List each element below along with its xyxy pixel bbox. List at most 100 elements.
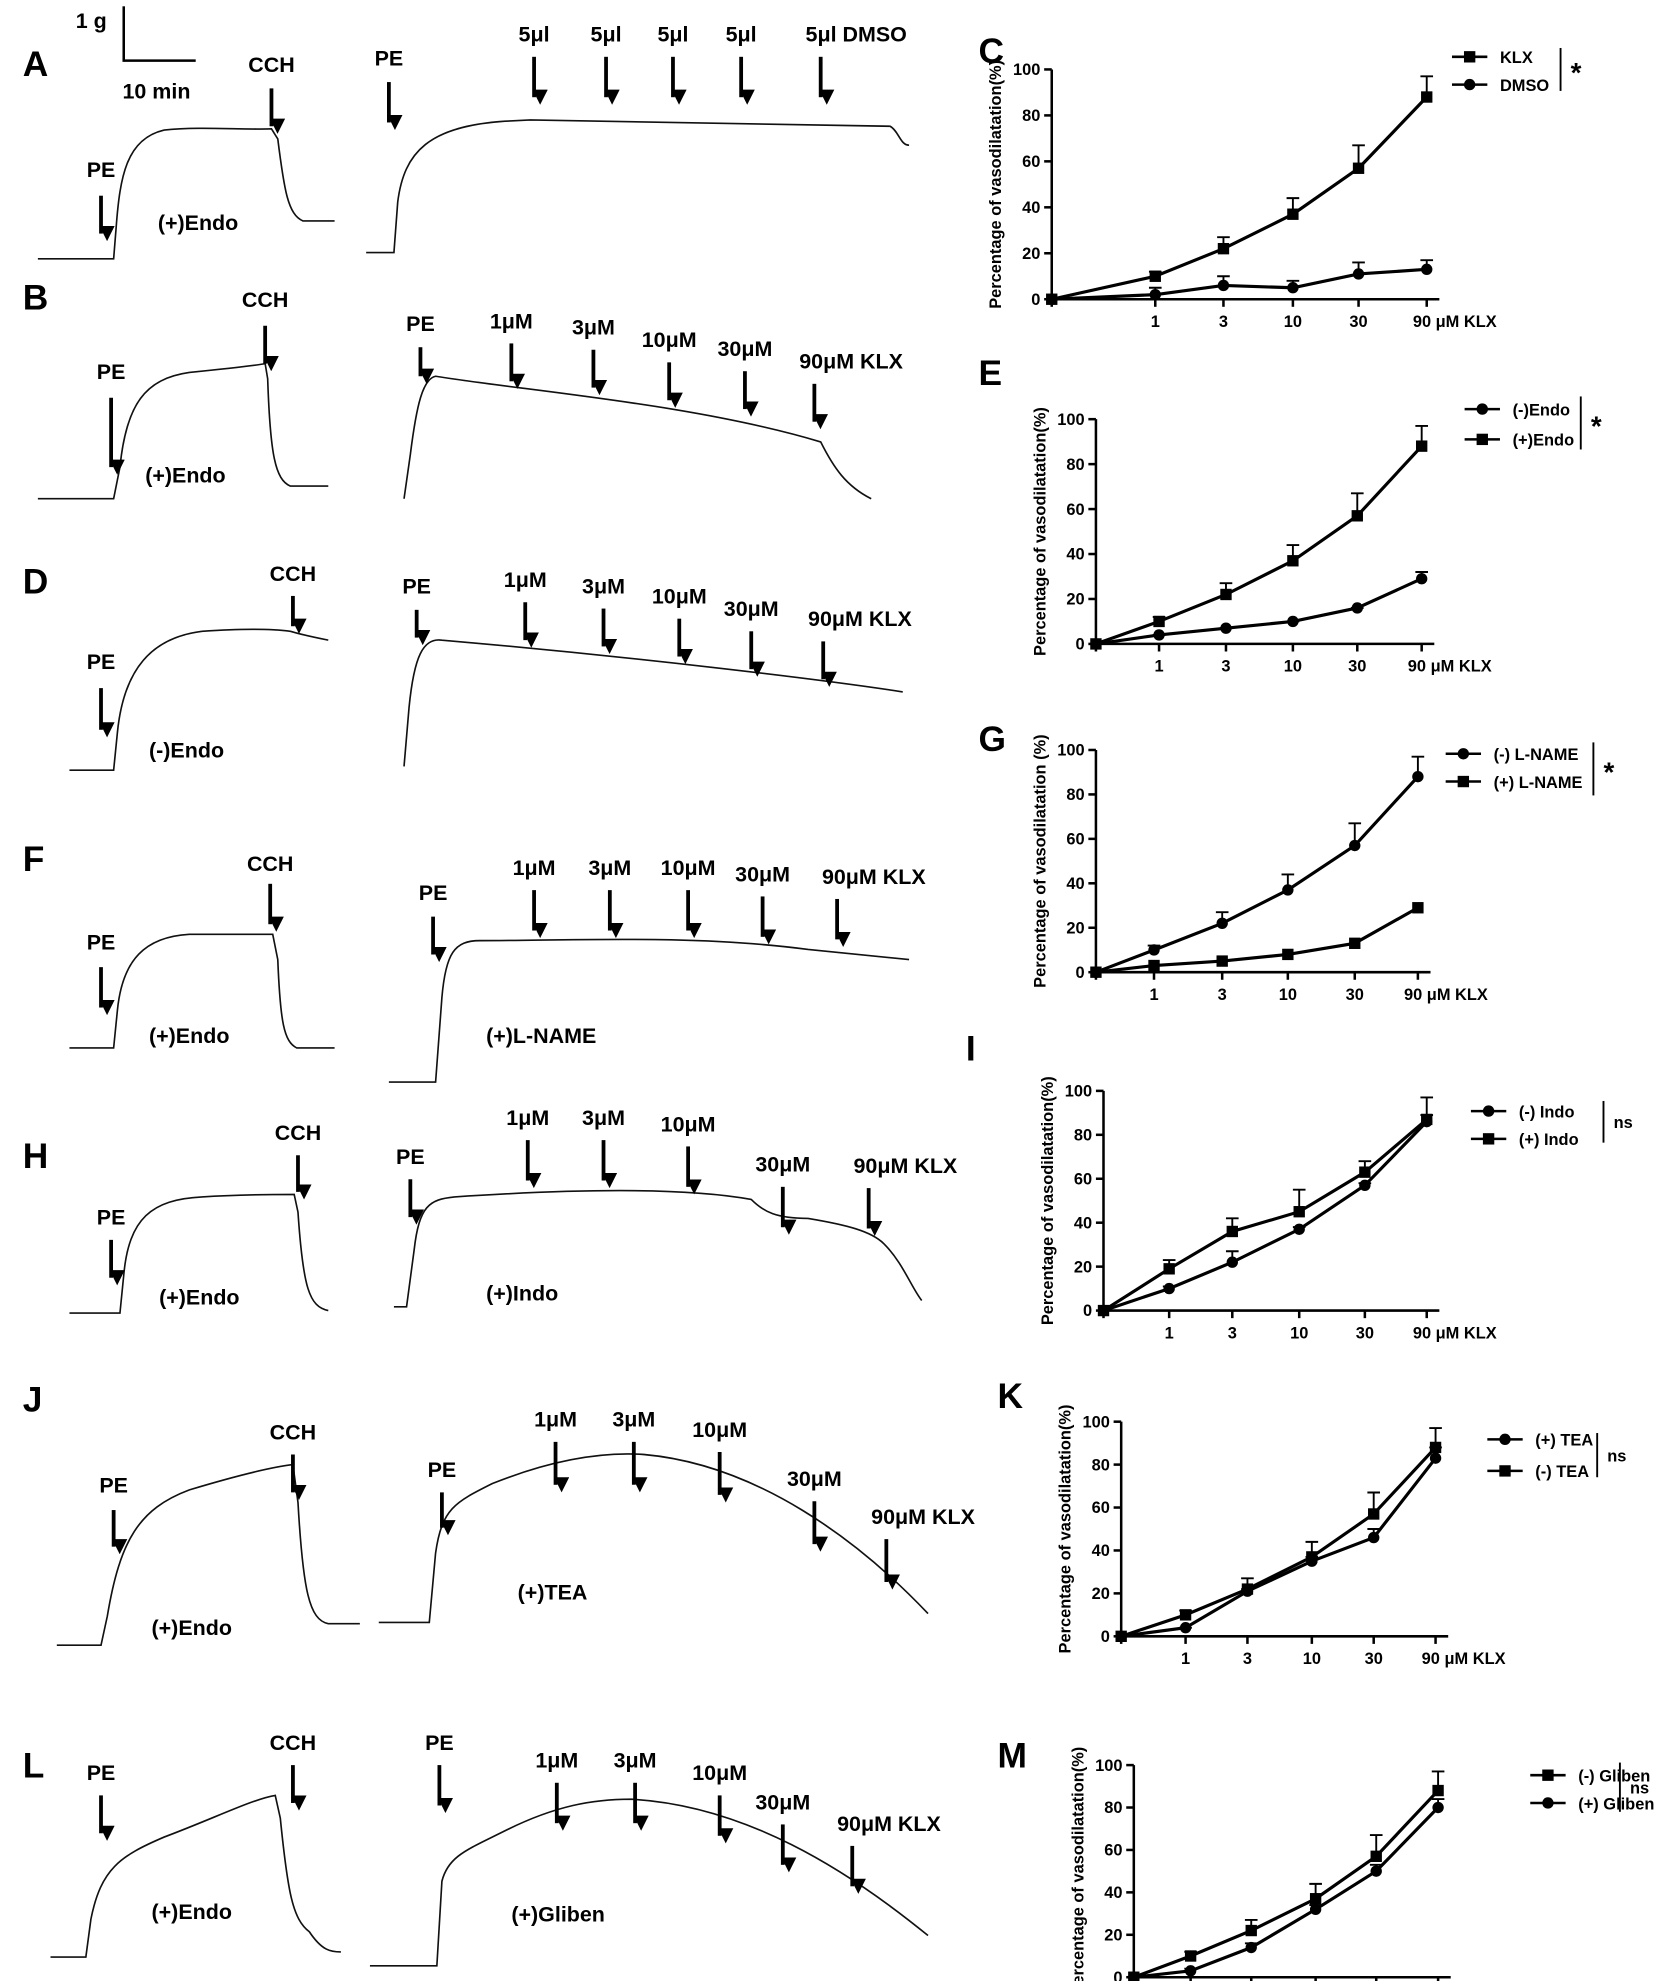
point — [1370, 1865, 1382, 1877]
y-tick-label: 80 — [1066, 786, 1084, 804]
point — [1217, 279, 1230, 292]
dose-label: 3μM — [614, 1749, 657, 1773]
agonist-label: PE — [87, 650, 116, 674]
trace — [393, 1189, 923, 1308]
y-tick-label: 80 — [1104, 1799, 1122, 1817]
trace — [403, 639, 903, 767]
point — [1282, 884, 1294, 896]
dose-label: 30μM — [787, 1467, 842, 1491]
point — [1309, 1903, 1322, 1916]
y-tick-label: 20 — [1104, 1926, 1122, 1944]
x-tick-label: 30 — [1348, 658, 1366, 676]
point — [1128, 1971, 1140, 1981]
legend-label: KLX — [1500, 49, 1533, 67]
condition-label: (+)Endo — [158, 211, 238, 235]
legend-label: (+) TEA — [1535, 1432, 1593, 1450]
y-tick-label: 0 — [1101, 1628, 1110, 1646]
x-tick-label: 3 — [1228, 1324, 1237, 1342]
series-line — [1133, 1789, 1440, 1979]
agonist-label: PE — [406, 312, 435, 336]
point — [1220, 622, 1232, 634]
point — [1412, 770, 1424, 783]
legend-label: (-) L-NAME — [1494, 746, 1579, 764]
series-line — [1095, 445, 1423, 646]
dose-label: 10μM — [661, 856, 716, 880]
point — [1148, 944, 1160, 956]
x-tick-label: 10 — [1284, 658, 1302, 676]
x-tick-label: 30 — [1349, 313, 1367, 331]
point — [1153, 629, 1165, 641]
panel-letter: M — [997, 1737, 1026, 1776]
x-tick-label: 1 — [1149, 986, 1158, 1004]
dose-label: 5μl — [657, 23, 688, 47]
dose-label: 5μl DMSO — [806, 23, 907, 47]
point — [1217, 242, 1230, 255]
y-tick-label: 0 — [1075, 636, 1084, 654]
y-tick-label: 40 — [1022, 199, 1040, 217]
y-tick-label: 60 — [1066, 501, 1084, 519]
point — [1412, 902, 1424, 914]
point — [1184, 1950, 1197, 1962]
line-chart: I 0 20 40 60 80 100 1 3 10 30 90 μM KLX Percentage o… — [966, 1030, 1633, 1343]
significance-label: * — [1603, 757, 1614, 788]
series-line — [1095, 775, 1420, 974]
line-chart: G 0 20 40 60 80 100 1 3 10 30 90 μM KLX Percentage o… — [979, 720, 1615, 1004]
point — [1463, 51, 1476, 63]
dose-label: 3μM — [572, 316, 615, 340]
dose-label: 3μM — [612, 1408, 655, 1432]
legend-label: (-) Indo — [1519, 1103, 1575, 1121]
series-line — [1095, 906, 1419, 974]
trace — [50, 1794, 341, 1958]
dose-label: 10μM — [661, 1112, 716, 1136]
agonist-label: PE — [87, 158, 116, 182]
point — [1293, 1206, 1305, 1218]
line-chart: C 0 20 40 60 80 100 1 3 10 30 90 μM KLX Percentage o… — [979, 32, 1582, 331]
x-tick-label: 3 — [1218, 986, 1227, 1004]
agonist-label: PE — [87, 1761, 116, 1785]
point — [1216, 917, 1228, 929]
dose-label: 5μl — [726, 23, 757, 47]
legend-label: (+) Gliben — [1578, 1795, 1654, 1813]
point — [1368, 1531, 1380, 1544]
point — [1352, 162, 1365, 174]
y-tick-label: 40 — [1066, 546, 1084, 564]
legend-label: (+) Indo — [1519, 1131, 1579, 1149]
series-line — [1095, 577, 1423, 646]
y-axis-label: Percentage of vasodilatation(%) — [987, 60, 1005, 309]
series-line — [1051, 95, 1428, 301]
y-tick-label: 100 — [1065, 1083, 1092, 1101]
condition-label: (+)Endo — [149, 1024, 229, 1048]
x-tick-label: 30 — [1365, 1650, 1383, 1668]
x-tick-label: 90 μM KLX — [1408, 658, 1492, 676]
y-tick-label: 100 — [1057, 742, 1084, 760]
point — [1351, 510, 1363, 522]
dose-label: 1μM — [534, 1408, 577, 1432]
y-tick-label: 0 — [1075, 964, 1084, 982]
condition-label: (+)Indo — [486, 1281, 558, 1305]
panel-letter: F — [23, 840, 45, 879]
dose-label: 1μM — [506, 1106, 549, 1130]
legend-label: (+)Endo — [1513, 432, 1575, 450]
y-tick-label: 40 — [1074, 1214, 1092, 1232]
condition-label: (+)Endo — [145, 463, 225, 487]
point — [1309, 1893, 1322, 1905]
condition-label: (+)Endo — [159, 1285, 239, 1309]
y-axis-label: Percentage of vasodilatation (%) — [1031, 734, 1049, 987]
point — [1287, 555, 1299, 567]
dose-label: 30μM — [755, 1790, 810, 1814]
dose-label: 3μM — [588, 856, 631, 880]
relaxant-label: CCH — [275, 1121, 321, 1145]
y-tick-label: 60 — [1092, 1499, 1110, 1517]
point — [1090, 638, 1102, 650]
trace — [37, 127, 335, 260]
y-tick-label: 40 — [1104, 1884, 1122, 1902]
legend-label: (+) L-NAME — [1494, 774, 1583, 792]
condition-label: (+)L-NAME — [486, 1024, 596, 1048]
y-tick-label: 20 — [1022, 245, 1040, 263]
x-tick-label: 90 μM KLX — [1404, 986, 1488, 1004]
dose-label: 10μM — [642, 328, 697, 352]
y-tick-label: 80 — [1022, 107, 1040, 125]
y-tick-label: 40 — [1066, 875, 1084, 893]
dose-label: 30μM — [718, 337, 773, 361]
